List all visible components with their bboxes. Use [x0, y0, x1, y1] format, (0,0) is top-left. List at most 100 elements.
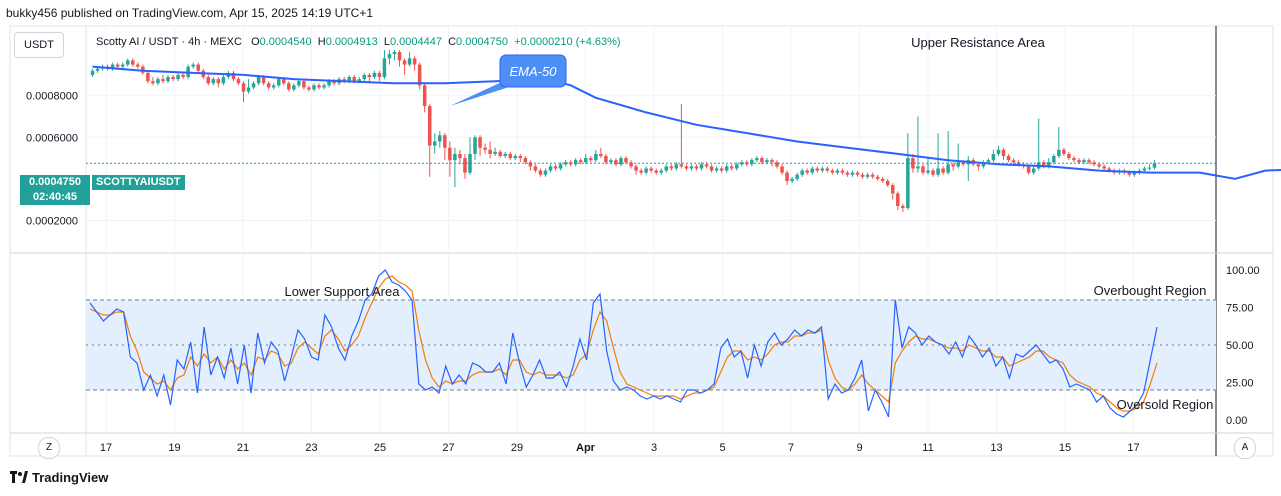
time-tick-label: 7 [788, 442, 794, 454]
timezone-z-button[interactable]: Z [38, 437, 60, 459]
ema-callout-label: EMA-50 [510, 64, 558, 79]
close-value: 0.0004750 [456, 36, 509, 48]
candle-body [1067, 153, 1071, 159]
candle-body [287, 83, 291, 90]
candle-body [654, 170, 658, 173]
candle-body [609, 160, 613, 163]
candle-body [684, 166, 689, 169]
candle [206, 74, 211, 86]
candle-body [619, 158, 623, 165]
candle [654, 168, 658, 175]
candle-body [1142, 168, 1147, 171]
candle [729, 164, 734, 171]
candle [760, 156, 764, 165]
candle-body [458, 153, 462, 159]
price-tag-box: 0.0004750 02:40:45 [20, 175, 90, 205]
candle [493, 147, 497, 157]
candle-body [875, 176, 880, 179]
candle-body [90, 70, 95, 75]
candle [684, 164, 689, 171]
candle [896, 191, 900, 211]
candle [196, 62, 200, 73]
candle-body [790, 178, 794, 181]
candle-body [624, 158, 628, 163]
candle [1067, 151, 1071, 161]
candle-body [211, 79, 216, 84]
candle [216, 77, 221, 88]
tradingview-brand: TradingView [32, 470, 109, 485]
candle [956, 143, 960, 169]
open-label: O [251, 36, 260, 48]
candle [699, 162, 704, 171]
low-label: L [383, 36, 390, 48]
candle-body [513, 156, 518, 159]
candle-body [397, 52, 402, 61]
candle [734, 162, 739, 171]
candle [1062, 147, 1066, 157]
candle-body [583, 158, 588, 163]
candle [125, 58, 130, 67]
candle-body [508, 153, 513, 159]
candle [478, 135, 482, 157]
candle-body [1132, 172, 1137, 175]
candle [815, 166, 820, 173]
auto-scale-button[interactable]: A [1234, 437, 1256, 459]
candle [523, 156, 528, 165]
candle [438, 131, 442, 148]
candle [151, 77, 155, 86]
high-value: 0.0004913 [325, 36, 378, 48]
candle [800, 168, 804, 177]
candle-body [448, 147, 452, 161]
candle-body [1127, 172, 1132, 175]
candle [911, 153, 915, 173]
chart-frame [9, 25, 1274, 457]
candle-body [276, 79, 281, 86]
candle [458, 149, 462, 165]
candle [528, 160, 533, 171]
currency-selector[interactable]: USDT [14, 32, 64, 58]
candle [287, 81, 291, 92]
candle [755, 156, 759, 163]
candle-body [976, 164, 981, 167]
candle [433, 133, 437, 154]
candle [292, 83, 296, 92]
candle-body [870, 174, 875, 177]
candle-body [1102, 166, 1106, 169]
candle [901, 203, 905, 213]
candle-body [664, 166, 669, 171]
time-tick-label: 13 [990, 442, 1002, 454]
candle-body [599, 153, 603, 157]
candle-body [956, 162, 960, 167]
candle [1147, 164, 1152, 171]
candle [518, 153, 523, 163]
candle [1006, 153, 1011, 163]
candle [166, 74, 170, 84]
candle-body [246, 87, 251, 92]
time-tick-label: 3 [651, 442, 657, 454]
time-tick-label: 27 [442, 442, 454, 454]
candle-body [543, 170, 548, 175]
candle-body [136, 64, 140, 67]
candle [422, 83, 427, 113]
candle [176, 72, 180, 82]
candle-body [850, 172, 855, 175]
candle [115, 62, 120, 69]
candle-body [674, 164, 679, 169]
candle-body [644, 168, 648, 173]
candle [1102, 164, 1106, 171]
candle-body [840, 170, 845, 173]
candle-body [146, 72, 150, 82]
candle [171, 74, 175, 82]
price-tick-label: 0.0002000 [26, 215, 78, 227]
candle-body [382, 58, 387, 78]
candle-body [906, 158, 910, 208]
time-tick-label: 21 [237, 442, 249, 454]
time-tick-label: 11 [922, 442, 933, 454]
candle [629, 160, 633, 169]
candle [392, 50, 397, 61]
candle [795, 172, 799, 181]
candle [649, 166, 653, 173]
candle [931, 168, 935, 177]
candle [543, 168, 548, 177]
